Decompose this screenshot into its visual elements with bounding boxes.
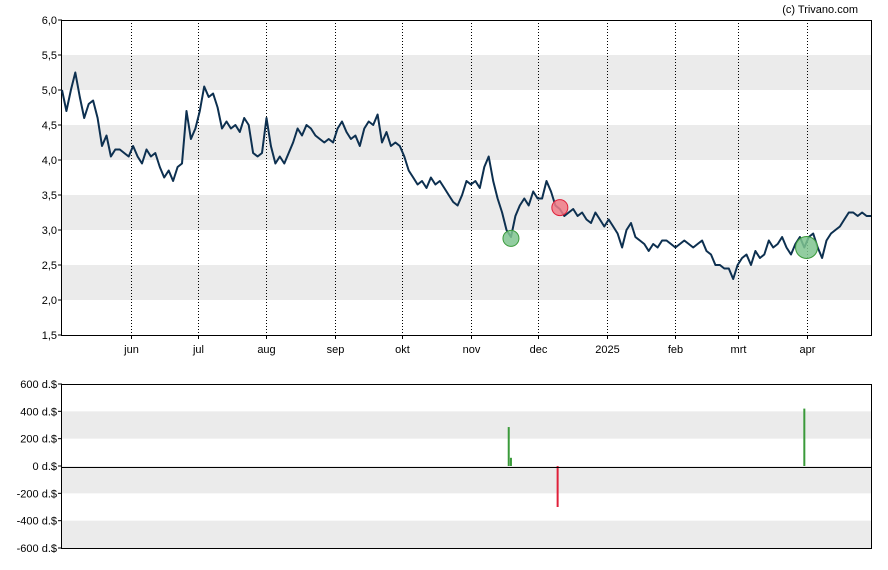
volume-band — [62, 520, 871, 548]
volume-band — [62, 466, 871, 494]
price-band — [62, 55, 871, 90]
trade-volume-bars — [507, 408, 806, 507]
x-tick-label: aug — [257, 344, 275, 356]
price-line-group — [61, 71, 871, 280]
buy-marker — [502, 229, 520, 247]
price-band — [62, 265, 871, 300]
x-ticks: jun jul aug sep okt nov dec 2025 feb mrt apr — [123, 335, 816, 356]
volume-y-tick-label: 200 d.$ — [20, 434, 57, 446]
volume-band — [62, 411, 871, 439]
price-y-tick-label: 4,5 — [42, 120, 57, 132]
price-y-tick-label: 4,0 — [42, 155, 57, 167]
price-band — [62, 125, 871, 160]
volume-y-tick-label: -600 d.$ — [17, 543, 57, 555]
price-y-tick-label: 3,0 — [42, 225, 57, 237]
buy-marker — [795, 236, 819, 259]
volume-y-ticks: 600 d.$ 400 d.$ 200 d.$ 0 d.$ -200 d.$ -400 d… — [17, 379, 62, 555]
trade-markers — [502, 199, 819, 259]
price-line — [61, 71, 871, 280]
x-tick-label: nov — [463, 344, 481, 356]
x-tick-label: jul — [192, 344, 204, 356]
price-y-tick-label: 2,0 — [42, 295, 57, 307]
price-y-tick-label: 6,0 — [42, 15, 57, 27]
price-band — [62, 195, 871, 230]
x-tick-label: feb — [668, 344, 683, 356]
x-tick-label: mrt — [731, 344, 747, 356]
copyright-label: (c) Trivano.com — [782, 4, 858, 16]
price-y-tick-label: 5,0 — [42, 85, 57, 97]
price-y-tick-label: 3,5 — [42, 190, 57, 202]
price-y-ticks: 6,0 5,5 5,0 4,5 4,0 3,5 3,0 2,5 2,0 1,5 — [42, 15, 62, 342]
sell-marker — [551, 199, 569, 217]
volume-y-tick-label: -400 d.$ — [17, 516, 57, 528]
volume-y-tick-label: 600 d.$ — [20, 379, 57, 391]
x-tick-label: sep — [327, 344, 345, 356]
price-plot-frame — [61, 20, 872, 336]
price-y-tick-label: 1,5 — [42, 330, 57, 342]
x-tick-label: apr — [800, 344, 816, 356]
x-tick-label: jun — [123, 344, 139, 356]
x-tick-label: okt — [395, 344, 410, 356]
x-tick-label: dec — [530, 344, 548, 356]
price-y-tick-label: 2,5 — [42, 260, 57, 272]
volume-bands — [62, 411, 871, 548]
volume-y-tick-label: 0 d.$ — [33, 461, 57, 473]
price-y-tick-label: 5,5 — [42, 50, 57, 62]
volume-y-tick-label: -200 d.$ — [17, 488, 57, 500]
x-tick-label: 2025 — [595, 344, 619, 356]
volume-y-tick-label: 400 d.$ — [20, 406, 57, 418]
